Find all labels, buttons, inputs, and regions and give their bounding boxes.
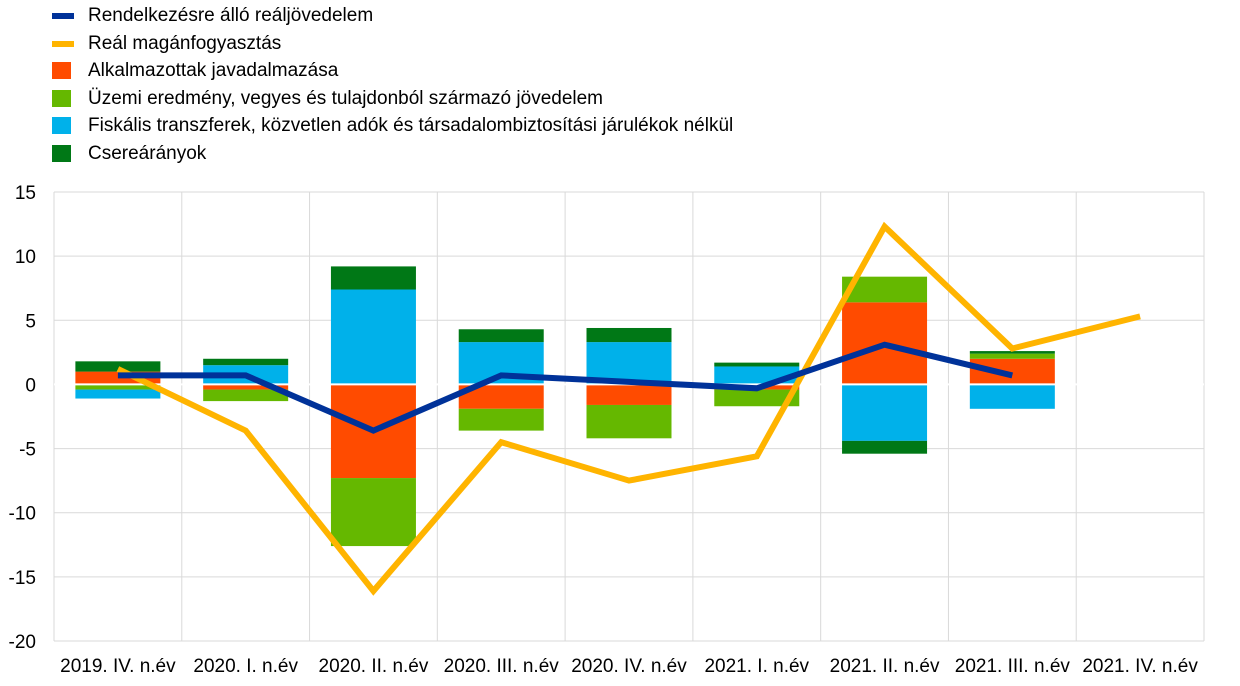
bar-segment: [203, 389, 289, 402]
bar-segment: [458, 408, 544, 431]
x-tick-label: 2020. II. n.év: [319, 656, 429, 677]
legend-swatch: [52, 40, 74, 47]
legend-label: Üzemi eredmény, vegyes és tulajdonból sz…: [88, 87, 604, 109]
bar-segment: [203, 384, 289, 390]
bar-segment: [586, 327, 672, 343]
bar-segment: [969, 351, 1055, 354]
bar-segment: [75, 361, 161, 372]
y-tick-label: -5: [19, 440, 36, 461]
legend-swatch: [52, 13, 74, 19]
bar-segment: [75, 389, 161, 399]
series-line: [116, 221, 1141, 596]
y-tick-label: 15: [15, 183, 36, 204]
legend-swatch: [52, 117, 71, 134]
bar-segment: [203, 358, 289, 366]
legend-swatch: [52, 89, 71, 107]
y-tick-label: -15: [9, 568, 36, 589]
bar-segment: [969, 358, 1055, 385]
bar-segment: [842, 384, 928, 441]
legend-label: Rendelkezésre álló reáljövedelem: [88, 5, 374, 26]
legend-label: Reál magánfogyasztás: [88, 32, 282, 54]
bar-segment: [330, 266, 416, 290]
x-tick-label: 2021. I. n.év: [704, 656, 809, 677]
x-tick-label: 2021. II. n.év: [830, 656, 940, 677]
x-tick-label: 2020. III. n.év: [444, 656, 560, 677]
legend-swatch: [52, 144, 71, 162]
bar-segment: [330, 478, 416, 547]
legend-label: Csereárányok: [88, 142, 207, 164]
legend-swatch: [52, 62, 71, 79]
legend-label: Alkalmazottak javadalmazása: [88, 60, 339, 81]
y-tick-label: 5: [25, 311, 36, 332]
bar-segment: [714, 389, 800, 407]
bar-segment: [969, 353, 1055, 359]
bar-segment: [586, 342, 672, 385]
y-tick-label: -20: [9, 632, 36, 653]
legend-label: Fiskális transzferek, közvetlen adók és …: [88, 115, 734, 136]
x-tick-label: 2021. III. n.év: [955, 656, 1071, 677]
bar-segment: [586, 404, 672, 439]
x-tick-label: 2020. IV. n.év: [571, 656, 687, 677]
bar-segment: [714, 362, 800, 367]
x-tick-label: 2019. IV. n.év: [60, 656, 176, 677]
bar-segment: [75, 384, 161, 390]
y-tick-label: 0: [25, 375, 36, 396]
bar-segment: [842, 440, 928, 454]
bar-segment: [458, 329, 544, 343]
bar-segment: [330, 289, 416, 385]
series-line: [117, 341, 1014, 434]
bar-segment: [586, 384, 672, 405]
x-tick-label: 2021. IV. n.év: [1082, 656, 1198, 677]
bar-segment: [969, 384, 1055, 409]
y-tick-label: 10: [15, 247, 36, 268]
y-tick-label: -10: [9, 504, 36, 525]
x-tick-label: 2020. I. n.év: [193, 656, 298, 677]
